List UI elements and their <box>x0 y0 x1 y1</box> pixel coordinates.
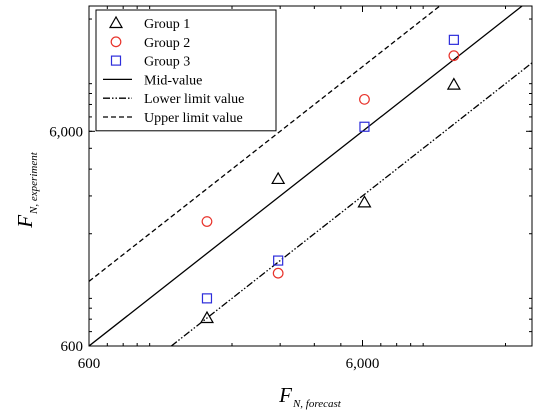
legend-label-mid-value: Mid-value <box>144 73 202 88</box>
line-upper-limit-value <box>89 6 441 282</box>
point-group-2 <box>448 50 460 62</box>
x-tick-label: 6,000 <box>346 356 380 372</box>
point-group-3 <box>448 34 459 45</box>
point-group-3 <box>201 293 213 304</box>
tick-labels: 600 6,000 600 6,000 <box>49 124 379 372</box>
y-axis-title: FN, experiment <box>13 151 40 228</box>
legend-marker-group-2 <box>110 36 122 48</box>
data-points <box>199 34 461 324</box>
point-group-1 <box>271 171 286 185</box>
x-axis-title: FN, forecast <box>278 383 342 410</box>
legend-label-group-3: Group 3 <box>144 55 190 70</box>
x-tick-label: 600 <box>78 356 101 372</box>
point-group-1 <box>446 77 461 90</box>
point-group-2 <box>272 267 284 279</box>
legend-marker-group-1 <box>108 15 124 29</box>
y-tick-label: 6,000 <box>49 124 83 140</box>
point-group-1 <box>199 310 215 324</box>
legend-label-upper-limit-value: Upper limit value <box>144 111 243 126</box>
point-group-3 <box>359 121 370 132</box>
point-group-1 <box>357 195 372 208</box>
axis-ticks <box>88 6 532 347</box>
legend-label-group-2: Group 2 <box>144 36 190 51</box>
legend-label-lower-limit-value: Lower limit value <box>144 92 244 107</box>
line-lower-limit-value <box>170 62 532 346</box>
legend: Group 1 Group 2 Group 3 Mid-value Lower limi… <box>95 9 277 132</box>
y-tick-label: 600 <box>61 339 84 355</box>
point-group-2 <box>359 93 370 105</box>
legend-box <box>95 9 277 132</box>
point-group-3 <box>273 255 284 266</box>
legend-marker-group-3 <box>110 55 122 66</box>
point-group-2 <box>201 216 213 227</box>
legend-label-group-1: Group 1 <box>144 17 190 32</box>
